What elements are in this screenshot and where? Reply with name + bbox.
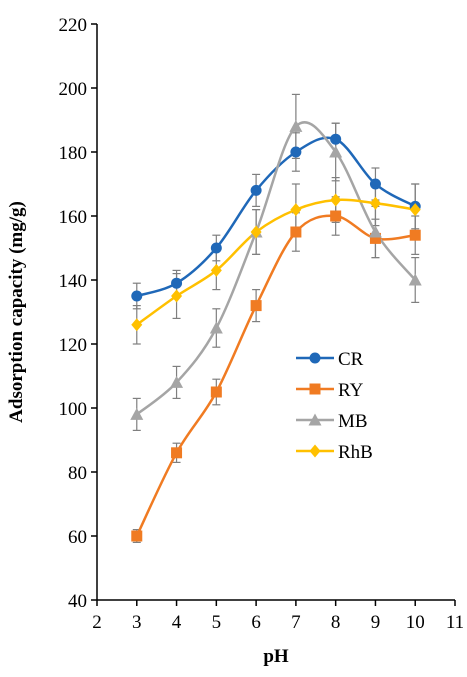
legend-item-mb: MB (296, 411, 368, 432)
x-tick-label: 8 (331, 612, 341, 633)
mb-point (408, 273, 422, 286)
ry-point (409, 229, 421, 241)
y-tick-label: 40 (68, 591, 87, 612)
y-axis-title: Adsorption capacity (mg/g) (6, 201, 27, 423)
ry-point (250, 300, 262, 312)
error-bars (132, 93, 420, 544)
ry-line (135, 214, 416, 537)
legend-marker-rhb (309, 444, 321, 458)
legend-item-cr: CR (296, 349, 364, 370)
ry-point (290, 226, 302, 238)
cr-point (210, 242, 222, 254)
rhb-point (290, 203, 302, 217)
legend-item-rhb: RhB (296, 442, 373, 463)
ry-point (369, 232, 381, 244)
mb-point (289, 119, 303, 132)
x-tick-label: 10 (406, 612, 425, 633)
rhb-point (250, 225, 262, 239)
legend-label-mb: MB (338, 411, 368, 432)
x-tick-label: 4 (172, 612, 182, 633)
y-tick-label: 200 (59, 79, 88, 100)
x-axis-title: pH (263, 646, 289, 667)
y-tick-label: 80 (68, 463, 87, 484)
y-tick-label: 140 (59, 271, 88, 292)
y-tick-label: 120 (59, 335, 88, 356)
ry-point (131, 530, 143, 542)
rhb-point (330, 193, 342, 207)
legend-item-ry: RY (296, 380, 364, 401)
mb-point (209, 321, 223, 334)
mb-point (170, 375, 184, 388)
x-tick-label: 11 (446, 612, 464, 633)
mb-point (329, 145, 343, 158)
rhb-point (131, 318, 143, 332)
cr-point (250, 184, 262, 196)
x-tick-label: 2 (92, 612, 102, 633)
y-tick-label: 100 (59, 399, 88, 420)
ry-point (171, 447, 183, 459)
legend: CR RY MB RhB (296, 349, 373, 463)
cr-point (369, 178, 381, 190)
cr-line (136, 136, 416, 298)
y-tick-label: 60 (68, 527, 87, 548)
cr-point (171, 277, 183, 289)
cr-point (290, 146, 302, 158)
tick-labels: 40 60 80 100 120 140 160 180 200 220 2 3 4 5 6 7 8 9 10 11 (59, 15, 465, 633)
mb-point (368, 225, 382, 238)
rhb-point (171, 289, 183, 303)
x-tick-label: 3 (132, 612, 142, 633)
cr-point (131, 290, 143, 302)
x-tick-label: 6 (251, 612, 261, 633)
legend-marker-ry (309, 383, 321, 395)
ry-point (210, 386, 222, 398)
x-tick-label: 7 (291, 612, 301, 633)
y-tick-label: 180 (59, 143, 88, 164)
legend-marker-cr (309, 352, 321, 364)
legend-label-ry: RY (338, 380, 364, 401)
legend-label-cr: CR (338, 349, 364, 370)
mb-point (130, 407, 144, 420)
legend-marker-mb (308, 413, 322, 426)
rhb-point (369, 196, 381, 210)
rhb-point (409, 203, 421, 217)
x-tick-label: 9 (371, 612, 381, 633)
mb-line (135, 121, 417, 416)
series-markers (130, 119, 422, 542)
axes (91, 23, 456, 606)
rhb-point (210, 263, 222, 277)
y-tick-label: 220 (59, 15, 88, 36)
cr-point (330, 133, 342, 145)
legend-label-rhb: RhB (338, 442, 373, 463)
ry-point (330, 210, 342, 222)
x-tick-label: 5 (212, 612, 222, 633)
y-tick-label: 160 (59, 207, 88, 228)
